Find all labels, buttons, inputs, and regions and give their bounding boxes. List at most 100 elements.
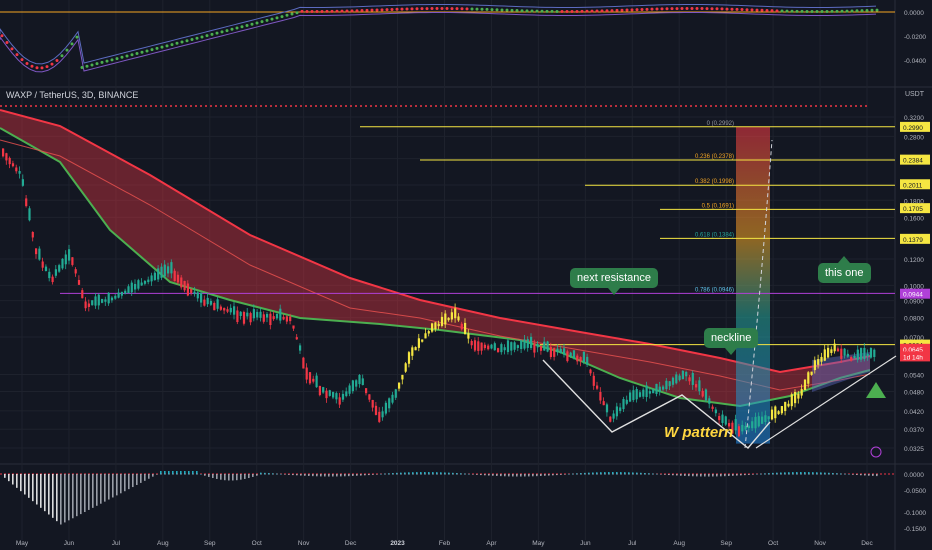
ribbon-mid-line (0, 139, 871, 391)
osc-dot (765, 8, 769, 12)
osc-dot (735, 7, 739, 11)
candle (658, 386, 661, 392)
histogram-bar (672, 474, 674, 476)
price-axis[interactable]: 0.32000.28000.24000.20000.18000.16000.12… (900, 10, 930, 533)
histogram-bar (360, 474, 362, 476)
candle (665, 380, 668, 390)
histogram-bar (364, 474, 366, 476)
neckline-callout: neckline (704, 328, 759, 355)
candle (566, 351, 569, 362)
candle (662, 386, 665, 390)
fib-label: 0.5 (0.1691) (702, 203, 734, 209)
histogram-bar (132, 474, 134, 488)
candle (180, 277, 183, 288)
candle (437, 323, 440, 327)
osc-dot (640, 7, 644, 11)
candle (810, 371, 813, 375)
candle (348, 385, 351, 394)
histogram-bar (560, 474, 562, 475)
candle (556, 348, 559, 353)
candle (629, 392, 632, 402)
candle (609, 416, 612, 422)
histogram-bar (212, 474, 214, 479)
osc-dot (795, 9, 799, 13)
candle (272, 316, 275, 320)
histogram-bar (24, 474, 26, 495)
candle (622, 399, 625, 410)
histogram-bar (196, 471, 198, 475)
osc-dot (775, 9, 779, 13)
price-tag: 0.1379 (903, 237, 923, 244)
histogram-bar (488, 474, 490, 476)
histogram-bar (12, 474, 14, 485)
candle (681, 370, 684, 380)
candle (206, 297, 209, 305)
histogram-bar (728, 474, 730, 477)
histogram-bar (172, 471, 174, 475)
candle (97, 294, 100, 306)
osc-dot (825, 9, 829, 13)
histogram-bar (732, 474, 734, 476)
candle (427, 331, 430, 334)
candle (539, 345, 543, 351)
candle (754, 416, 757, 429)
x-tick-label: Nov (814, 540, 826, 547)
histogram-bar (52, 474, 54, 518)
candle (186, 283, 189, 296)
y-tick-label: 0.0325 (904, 446, 924, 453)
candle (797, 393, 800, 399)
histogram-bar (760, 473, 762, 475)
candle (404, 363, 407, 372)
candle (464, 322, 467, 335)
histogram-bar (712, 474, 714, 477)
x-tick-label: Oct (768, 540, 778, 547)
candle (28, 208, 31, 221)
x-tick-label: May (16, 540, 29, 547)
candle (582, 351, 585, 363)
candle (549, 346, 552, 358)
this-one-callout: this one (818, 256, 871, 283)
candle (127, 286, 130, 294)
osc-dot (275, 16, 279, 20)
osc-dot (375, 8, 379, 12)
candle (714, 409, 717, 414)
histogram-bar (756, 473, 758, 475)
price-tag: 0.0944 (903, 292, 923, 299)
candle (477, 341, 480, 351)
y-tick-label: 0.0700 (904, 335, 924, 342)
osc-dot (645, 7, 649, 11)
y-tick-label: 0.0800 (904, 316, 924, 323)
candle (698, 380, 701, 392)
candle (685, 371, 688, 377)
candle (589, 369, 592, 374)
histogram-bar (136, 474, 138, 485)
histogram-bar (468, 473, 470, 475)
price-tag: 0.1705 (903, 206, 923, 213)
osc-dot (410, 7, 414, 11)
histogram-bar (276, 473, 278, 475)
osc-dot (250, 22, 254, 26)
osc-dot (800, 9, 804, 13)
histogram-bar (772, 472, 774, 475)
candle (615, 406, 618, 417)
candle (167, 266, 170, 274)
candle (530, 336, 533, 349)
osc-dot (520, 9, 524, 13)
histogram-bar (404, 472, 406, 475)
osc-dot (690, 7, 694, 11)
time-axis[interactable]: May Jun Jul Aug Sep Oct Nov Dec 2023 Feb Apr May Jun… (16, 540, 874, 547)
osc-dot (320, 9, 324, 13)
osc-dot (585, 9, 589, 13)
candle (308, 372, 312, 384)
osc-dot (40, 66, 44, 70)
candle (140, 282, 143, 286)
fib-label: 0.382 (0.1998) (695, 179, 734, 185)
x-tick-label: Jun (580, 540, 591, 547)
bottom-histogram-panel (0, 471, 895, 525)
candle (840, 348, 843, 359)
candle (325, 390, 328, 399)
osc-dot (590, 9, 594, 13)
histogram-bar (516, 474, 518, 477)
histogram-bar (860, 474, 862, 476)
